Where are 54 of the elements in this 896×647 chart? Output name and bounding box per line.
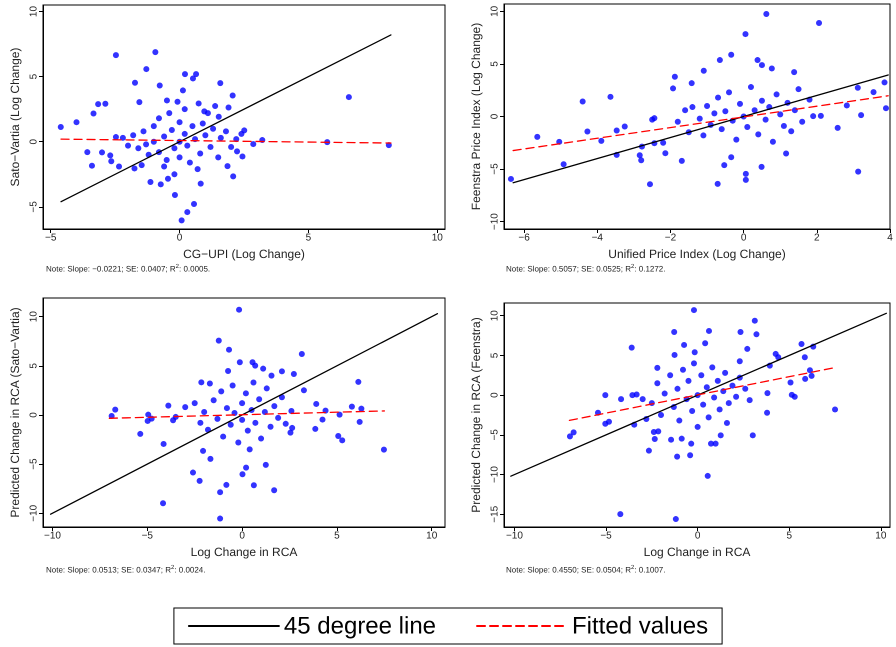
y-tick-label: 0 [28,138,40,145]
text: Note: Slope: 0.4550; SE: 0.0504; R$^{2}$: 0.1007. [506,565,666,575]
y-tick-label: 5 [28,362,40,369]
y-axis-title: Predicted Change in RCA (Sato−Vartia) [8,307,22,518]
y-tick-label: 0 [490,392,500,398]
x-tick-label: −10 [506,530,524,542]
text: Note: Slope: 0.0513; SE: 0.0347; R$^{2}$: 0.0024. [46,565,206,575]
x-tick-label: −10 [44,530,62,542]
y-tick-label: 0 [490,113,500,120]
x-tick-label: −2 [664,232,677,244]
y-tick-label: −10 [28,504,40,522]
y-tick-label: 10 [490,310,500,322]
y-tick-label: −5 [490,428,500,441]
y-tick-label: 10 [28,310,40,322]
x-tick-label: 5 [306,232,312,244]
x-tick-label: 0 [239,530,246,542]
x-tick-label: 5 [786,530,792,542]
x-tick-label: −6 [518,232,530,244]
x-tick-label: −5 [45,232,57,244]
y-tick-label: −10 [490,466,500,484]
x-tick-label: 0 [740,232,747,244]
x-tick-label: 10 [875,530,887,542]
legend-label: 45 degree line [284,612,436,640]
y-tick-label: 10 [490,5,500,17]
y-tick-label: 5 [490,60,500,67]
x-tick-label: 2 [814,232,820,244]
y-axis-title: Sato−Vartia (Log Change) [8,48,22,186]
y-tick-label: −5 [28,458,40,470]
y-tick-label: 5 [490,352,500,358]
x-axis-title: CG−UPI (Log Change) [183,246,305,261]
y-axis-title: Feenstra Price Index (Log Change) [469,22,483,210]
x-tick-label: −5 [142,530,154,542]
x-tick-label: 0 [176,232,183,244]
y-tick-label: −5 [28,200,40,213]
y-tick-label: −15 [490,505,500,523]
y-tick-label: −10 [490,212,500,230]
x-tick-label: 4 [887,232,894,244]
y-tick-label: −5 [490,162,500,175]
x-tick-label: 10 [426,530,438,542]
x-axis-title: Log Change in RCA [644,544,750,559]
y-tick-label: 0 [28,412,40,418]
y-tick-label: 10 [28,6,40,18]
x-tick-label: −4 [592,232,604,244]
x-tick-label: −5 [600,530,612,542]
x-tick-label: 0 [694,530,701,542]
x-tick-label: 10 [432,232,444,244]
legend-label: Fitted values [572,612,708,640]
text: Note: Slope: −0.0221; SE: 0.0407; R$^{2}$: 0.0005. [46,264,210,274]
y-tick-label: 5 [28,73,40,80]
x-axis-title: Log Change in RCA [190,544,298,559]
x-axis-title: Unified Price Index (Log Change) [608,246,786,261]
x-tick-label: 5 [334,530,340,542]
text: Note: Slope: 0.5057; SE: 0.0525; R$^{2}$: 0.1272. [506,264,666,274]
y-axis-title: Predicted Change in RCA (Feenstra) [469,317,483,513]
